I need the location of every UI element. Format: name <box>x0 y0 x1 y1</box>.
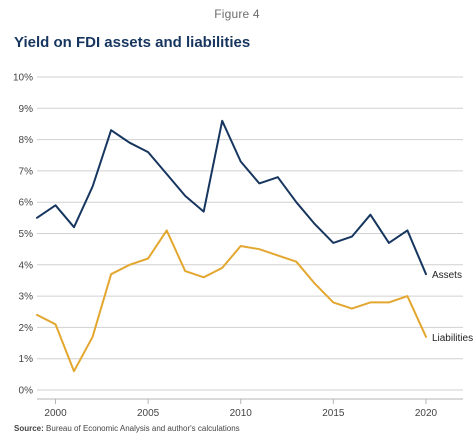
x-tick-label: 2005 <box>137 408 160 419</box>
y-tick-label: 7% <box>19 166 34 177</box>
y-tick-label: 5% <box>19 229 34 240</box>
source-text: Bureau of Economic Analysis and author's… <box>46 424 240 433</box>
assets-series-label: Assets <box>432 270 462 281</box>
y-tick-label: 0% <box>19 386 34 397</box>
y-tick-label: 9% <box>19 104 34 115</box>
series-labels: Assets Liabilities <box>432 270 473 344</box>
y-tick-label: 2% <box>19 323 34 334</box>
figure-label: Figure 4 <box>214 7 260 21</box>
x-tick-label: 2015 <box>322 408 345 419</box>
assets-line <box>36 119 427 276</box>
chart-title: Yield on FDI assets and liabilities <box>14 34 251 51</box>
liabilities-series-label: Liabilities <box>432 333 473 344</box>
y-tick-label: 4% <box>19 260 34 271</box>
y-tick-label: 1% <box>19 354 34 365</box>
x-tick-label: 2010 <box>230 408 253 419</box>
source-label: Source: <box>14 424 44 433</box>
y-tick-label: 8% <box>19 135 34 146</box>
x-tick-label: 2020 <box>415 408 438 419</box>
y-tick-label: 10% <box>13 73 33 84</box>
source-note: Source: Bureau of Economic Analysis and … <box>14 424 240 433</box>
x-tick-label: 2000 <box>44 408 67 419</box>
liabilities-line <box>36 229 427 373</box>
axes: 0% 1% 2% 3% 4% 5% 6% 7% 8% 9% 10% 2000 2005 2010 2015 2… <box>13 73 463 419</box>
y-tick-label: 3% <box>19 292 34 303</box>
data-series <box>36 119 427 373</box>
gridlines <box>37 76 463 391</box>
y-tick-label: 6% <box>19 198 34 209</box>
